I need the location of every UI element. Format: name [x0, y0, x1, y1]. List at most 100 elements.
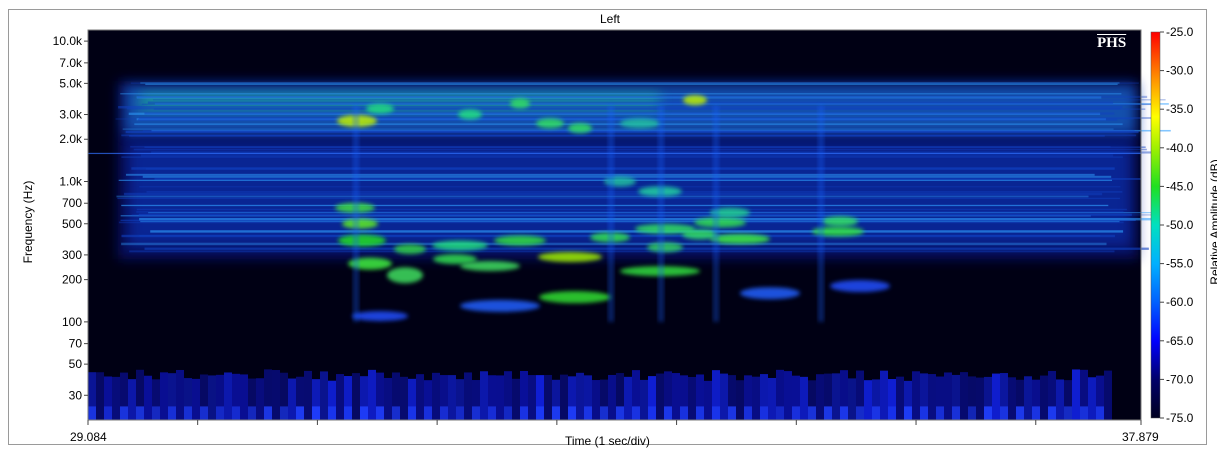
colorbar-tick-label: -35.0: [1166, 102, 1194, 116]
low-frequency-noise: [144, 376, 152, 420]
spectral-streak: [117, 198, 1120, 199]
low-frequency-noise: [480, 371, 488, 420]
low-frequency-noise: [392, 406, 400, 420]
low-frequency-noise: [728, 406, 736, 420]
low-frequency-noise: [544, 375, 552, 420]
low-frequency-noise: [792, 406, 800, 420]
low-frequency-noise: [304, 371, 312, 420]
low-frequency-noise: [1024, 376, 1032, 420]
low-frequency-noise: [832, 373, 840, 420]
hum-line: [88, 153, 1141, 154]
low-frequency-noise: [232, 406, 240, 420]
colorbar-tick-label: -40.0: [1166, 141, 1194, 155]
colorbar-tick-label: -70.0: [1166, 372, 1194, 386]
spectral-streak: [139, 218, 1155, 220]
low-frequency-noise: [152, 406, 160, 420]
low-frequency-noise: [640, 380, 648, 420]
low-frequency-noise: [936, 406, 944, 420]
colorbar-tick-label: -55.0: [1166, 257, 1194, 271]
low-frequency-noise: [1080, 406, 1088, 420]
low-frequency-noise: [920, 406, 928, 420]
spectral-streak: [150, 230, 1123, 232]
y-tick-label: 30: [69, 388, 83, 402]
watermark-logo: PHS: [1097, 35, 1126, 52]
low-frequency-noise: [584, 406, 592, 420]
formant-blob: [647, 242, 683, 252]
low-frequency-noise: [904, 406, 912, 420]
formant-blob: [620, 118, 660, 128]
low-frequency-noise: [568, 406, 576, 420]
colorbar: [1151, 32, 1160, 418]
low-frequency-noise: [896, 377, 904, 420]
low-frequency-noise: [928, 374, 936, 420]
low-frequency-noise: [984, 406, 992, 420]
low-frequency-noise: [1064, 406, 1072, 420]
formant-blob: [510, 98, 530, 108]
low-frequency-noise: [880, 371, 888, 420]
low-frequency-noise: [704, 381, 712, 420]
spectral-streak: [129, 135, 1105, 136]
y-tick-label: 2.0k: [59, 132, 83, 146]
low-frequency-noise: [592, 380, 600, 420]
formant-blob: [387, 267, 423, 283]
onset-streak: [353, 105, 359, 322]
low-frequency-noise: [504, 406, 512, 420]
spectral-streak: [154, 178, 1140, 180]
colorbar-label: Relative Amplitude (dB): [1208, 142, 1217, 302]
low-frequency-noise: [912, 371, 920, 420]
colorbar-tick-label: -75.0: [1166, 411, 1194, 425]
formant-blob: [460, 261, 520, 271]
low-frequency-noise: [256, 378, 264, 420]
spectral-streak: [116, 196, 1088, 198]
spectral-streak: [146, 191, 1122, 193]
low-frequency-noise: [744, 406, 752, 420]
low-frequency-noise: [1000, 406, 1008, 420]
x-axis-end-label: 37.879: [1122, 430, 1159, 444]
spectral-streak: [139, 186, 1120, 187]
formant-blob: [539, 291, 611, 303]
formant-blob: [682, 229, 718, 239]
low-frequency-noise: [952, 406, 960, 420]
low-frequency-noise: [616, 406, 624, 420]
low-frequency-noise: [776, 406, 784, 420]
spectral-streak: [144, 112, 1114, 114]
low-frequency-noise: [1016, 406, 1024, 420]
low-frequency-noise: [608, 375, 616, 420]
low-frequency-noise: [400, 377, 408, 420]
spectral-streak: [123, 129, 1114, 130]
low-frequency-noise: [200, 406, 208, 420]
low-frequency-noise: [88, 406, 96, 420]
formant-blob: [683, 95, 707, 105]
spectral-streak: [141, 154, 1113, 156]
onset-streak: [818, 105, 824, 322]
low-frequency-noise: [1040, 376, 1048, 420]
spectral-streak: [154, 108, 1145, 110]
low-frequency-noise: [408, 406, 416, 420]
low-frequency-noise: [368, 370, 376, 420]
formant-blob: [538, 252, 602, 262]
low-frequency-noise: [856, 406, 864, 420]
y-tick-label: 700: [62, 196, 82, 210]
y-tick-label: 7.0k: [59, 56, 83, 70]
low-frequency-noise: [824, 406, 832, 420]
spectral-streak: [121, 156, 1123, 158]
low-frequency-noise: [712, 406, 720, 420]
spectral-streak: [120, 93, 1121, 94]
low-frequency-noise: [808, 406, 816, 420]
low-frequency-noise: [888, 406, 896, 420]
low-frequency-noise: [680, 406, 688, 420]
colorbar-ticks: -25.0-30.0-35.0-40.0-45.0-50.0-55.0-60.0…: [1160, 25, 1194, 425]
low-frequency-noise: [288, 379, 296, 420]
low-frequency-noise: [448, 375, 456, 420]
low-frequency-noise: [104, 406, 112, 420]
spectral-streak: [137, 209, 1127, 210]
low-frequency-noise: [320, 371, 328, 420]
low-frequency-noise: [976, 378, 984, 420]
formant-blob: [536, 118, 564, 128]
spectral-streak: [140, 82, 1119, 84]
formant-blob: [830, 280, 890, 292]
x-axis-start-label: 29.084: [70, 430, 107, 444]
low-frequency-noise: [168, 406, 176, 420]
low-frequency-noise: [496, 375, 504, 420]
low-frequency-noise: [416, 374, 424, 420]
